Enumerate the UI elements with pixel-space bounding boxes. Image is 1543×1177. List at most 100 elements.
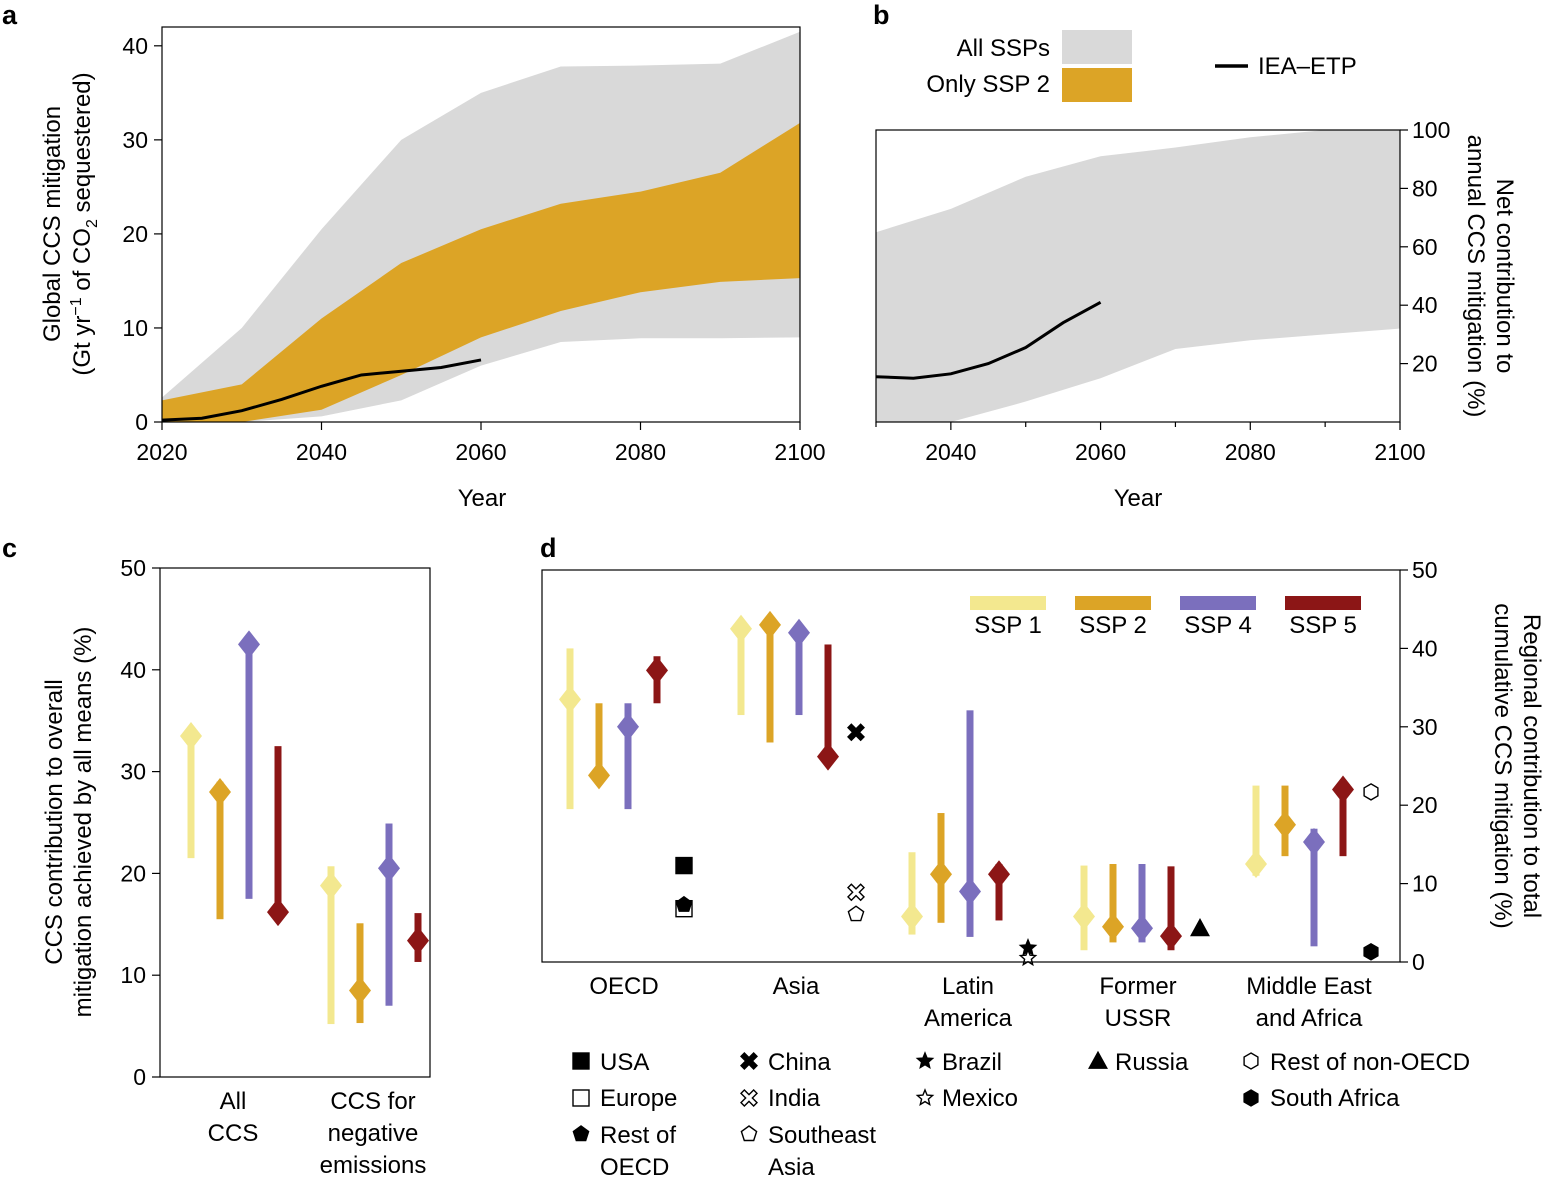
ssp2-range-bar — [595, 703, 603, 782]
ssp5-range-bar — [995, 864, 1003, 921]
rest-of-non-oecd-marker — [1363, 783, 1379, 801]
ssp4-median-marker — [238, 630, 260, 659]
panel-b-ylabel-line2: annual CCS mitigation (%) — [1462, 135, 1489, 418]
ssp1-median-marker — [559, 685, 581, 714]
y-tick-label: 30 — [120, 759, 146, 785]
panel-letter-c: c — [2, 533, 17, 563]
legend-ssp2-label: SSP 2 — [1079, 612, 1147, 639]
legend-ssp4-swatch — [1180, 596, 1256, 610]
ssp4-range-bar — [624, 703, 632, 810]
y-tick-label: 20 — [122, 221, 148, 247]
y-tick-label: 0 — [133, 1064, 146, 1090]
panel-c-ylabel-line2: mitigation achieved by all means (%) — [70, 627, 97, 1018]
ssp1-range-bar — [908, 852, 916, 935]
legend-rest-non-oecd-label: Rest of non-OECD — [1270, 1049, 1470, 1076]
rest-of-oecd-marker — [675, 895, 693, 912]
legend-mexico-label: Mexico — [942, 1085, 1018, 1112]
group-label: USSR — [1105, 1005, 1172, 1032]
legend-ssp1-label: SSP 1 — [974, 612, 1042, 639]
ssp2-median-marker — [1274, 810, 1296, 839]
legend-sea-label-1: Southeast — [768, 1122, 876, 1149]
panel-b-frame — [875, 129, 1401, 423]
china-legend-icon — [740, 1052, 758, 1070]
ssp4-range-bar — [966, 710, 974, 937]
y-tick-label: 10 — [122, 315, 148, 341]
legend-ssp2-swatch — [1075, 596, 1151, 610]
legend-europe-label: Europe — [600, 1085, 677, 1112]
y-tick-label: 60 — [1412, 234, 1438, 260]
panel-c-plot: 0 10 20 30 40 50 All CCS CCS for negative emission… — [120, 555, 429, 1177]
y-tick-label: 30 — [122, 127, 148, 153]
y-tick-label: 40 — [122, 33, 148, 59]
ssp5-median-marker — [1332, 775, 1354, 804]
legend-south-africa-label: South Africa — [1270, 1085, 1400, 1112]
china-marker — [847, 723, 865, 742]
panel-a-ylabel-line1: Global CCS mitigation — [39, 106, 66, 342]
ssp2-median-marker — [1102, 912, 1124, 941]
ssp5-median-marker — [988, 860, 1010, 889]
panel-d-ylabel: Regional contribution to total cumulativ… — [1489, 603, 1543, 928]
panel-d-plot: 0 10 20 30 40 50 OECD Asia Latin America Former USS… — [559, 557, 1438, 1032]
ssp2-median-marker — [209, 777, 231, 806]
ssp1-range-bar — [566, 648, 574, 810]
country-marker-legend: USA Europe Rest of OECD China India Sout… — [572, 1049, 1470, 1177]
southeast-asia-legend-icon — [740, 1125, 758, 1142]
y-tick-label: 80 — [1412, 175, 1438, 201]
y-tick-label: 20 — [1412, 792, 1438, 818]
panel-b-xlabel: Year — [1114, 485, 1163, 512]
x-tick-label: 2080 — [1225, 439, 1276, 465]
ssp1-median-marker — [180, 721, 202, 750]
panel-b-ylabel-line1: Net contribution to — [1491, 179, 1518, 374]
panel-a-frame — [161, 26, 801, 423]
all-ssps-band — [876, 130, 1400, 422]
ssp2-median-marker — [588, 761, 610, 790]
x-tick-label: 2040 — [925, 439, 976, 465]
legend-ssp4-label: SSP 4 — [1184, 612, 1252, 639]
panel-a-xlabel: Year — [458, 485, 507, 512]
ssp1-range-bar — [327, 866, 335, 1025]
rest-oecd-legend-icon — [572, 1125, 590, 1142]
panel-c-ylabel-line1: CCS contribution to overall — [41, 679, 68, 964]
group-label: Asia — [773, 973, 820, 1000]
ssp4-range-bar — [245, 644, 253, 899]
group-label: and Africa — [1256, 1005, 1363, 1032]
ssp4-range-bar — [1310, 828, 1318, 947]
x-tick-label: 2080 — [615, 439, 666, 465]
rest-non-oecd-legend-icon — [1243, 1052, 1259, 1070]
ssp5-median-marker — [1160, 922, 1182, 951]
ssp2-median-marker — [759, 610, 781, 639]
legend-rest-oecd-label-1: Rest of — [600, 1122, 676, 1149]
panel-d-ylabel-line2: cumulative CCS mitigation (%) — [1489, 603, 1516, 928]
south-africa-legend-icon — [1243, 1089, 1259, 1107]
iea-etp-line — [161, 358, 482, 422]
panel-a-plot: 2020 2040 2060 2080 2100 0 10 20 30 40 — [122, 31, 826, 465]
legend-rest-oecd-label-2: OECD — [600, 1154, 669, 1177]
ssp4-median-marker — [959, 877, 981, 906]
x-tick-label: 2100 — [1374, 439, 1425, 465]
legend-india-label: India — [768, 1085, 821, 1112]
y-tick-label: 50 — [1412, 557, 1438, 583]
group-label: OECD — [589, 973, 658, 1000]
x-tick-label: 2020 — [136, 439, 187, 465]
ssp4-range-bar — [795, 628, 803, 716]
panel-letter-b: b — [873, 0, 890, 30]
group-label: Latin — [942, 973, 994, 1000]
group-label: negative — [328, 1120, 419, 1147]
europe-legend-icon — [572, 1089, 590, 1107]
ssp4-median-marker — [617, 712, 639, 741]
ssp1-median-marker — [1073, 902, 1095, 931]
legend-only-ssp2-swatch — [1062, 68, 1132, 102]
group-label: CCS — [208, 1120, 259, 1147]
ssp4-median-marker — [788, 618, 810, 647]
x-tick-label: 2100 — [774, 439, 825, 465]
ssp5-median-marker — [407, 926, 429, 955]
mexico-legend-icon — [915, 1088, 935, 1106]
legend-russia-label: Russia — [1115, 1049, 1189, 1076]
ssp5-range-bar — [824, 644, 832, 766]
panel-b-ylabel: Net contribution to annual CCS mitigatio… — [1462, 135, 1518, 418]
legend-ssp5-label: SSP 5 — [1289, 612, 1357, 639]
russia-marker — [1190, 918, 1210, 937]
y-tick-label: 10 — [120, 962, 146, 988]
